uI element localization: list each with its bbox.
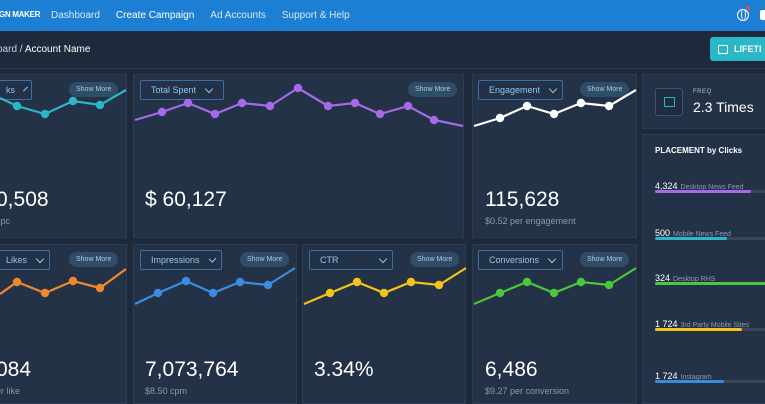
metric-value: $ 60,127 (145, 188, 227, 211)
metric-dropdown[interactable]: Impressions (140, 250, 222, 270)
metric-dropdown[interactable]: Conversions (478, 250, 563, 270)
breadcrumb: oard / Account Name (0, 44, 90, 55)
main-nav: Dashboard Create Campaign Ad Accounts Su… (51, 0, 350, 31)
metric-dropdown[interactable]: CTR (309, 250, 393, 270)
nav-ad-accounts[interactable]: Ad Accounts (210, 10, 266, 21)
top-nav-bar: IGN MAKER Dashboard Create Campaign Ad A… (0, 0, 765, 31)
metric-value: 115,628 (485, 188, 560, 211)
placement-label: Mobile News Feed (673, 231, 731, 238)
breadcrumb-current: Account Name (24, 44, 91, 55)
metric-value: 6,486 (485, 358, 538, 381)
metric-subtext: cpc (0, 216, 11, 226)
nav-dashboard[interactable]: Dashboard (51, 10, 100, 21)
show-more-button[interactable]: Show More (410, 252, 460, 267)
placement-row: 4,324 Desktop News Feed (655, 176, 765, 194)
placement-count: 500 (655, 228, 671, 238)
placement-bar-track (655, 237, 765, 240)
freq-panel: FREQ 2.3 Times (642, 74, 765, 129)
card-impressions: Impressions Show More 7,073,764 $8.50 cp… (133, 244, 297, 404)
app-logo[interactable]: IGN MAKER (0, 10, 41, 19)
calendar-icon (664, 97, 675, 107)
metric-subtext: $0.52 per engagement (485, 216, 576, 226)
metric-dropdown[interactable]: Likes (0, 250, 50, 270)
placement-row: 1 724 Instagram (655, 366, 765, 384)
freq-icon-box (655, 88, 683, 116)
placement-row: 324 Desktop RHS (655, 268, 765, 286)
freq-label: FREQ (693, 89, 712, 95)
placement-count: 1 724 (655, 371, 678, 381)
placement-count: 4,324 (655, 181, 678, 191)
card-engagement: Engagement Show More 115,628 $0.52 per e… (472, 74, 637, 238)
metric-value: 3.34% (314, 358, 374, 381)
placement-count: 1 724 (655, 319, 678, 329)
date-range-button[interactable]: LIFETI (710, 37, 765, 61)
placement-label: 3rd Party Mobile Sites (680, 322, 750, 329)
placement-panel: PLACEMENT by Clicks 4,324 Desktop News Fe… (642, 134, 765, 404)
nav-support-help[interactable]: Support & Help (281, 10, 350, 21)
placement-bar-fill (655, 328, 743, 331)
notification-dot-icon (746, 6, 750, 10)
nav-create-campaign[interactable]: Create Campaign (115, 10, 195, 21)
placement-bar-fill (655, 237, 727, 240)
metric-subtext: $8.50 cpm (145, 386, 188, 396)
card-likes: Likes Show More 084 er like (0, 244, 127, 404)
placement-label: Desktop News Feed (680, 184, 744, 191)
card-clicks: ks Show More 0,508 cpc (0, 74, 127, 238)
show-more-button[interactable]: Show More (69, 252, 119, 267)
placement-bar-track (655, 282, 765, 285)
metric-value: 084 (0, 358, 32, 381)
metric-value: 7,073,764 (145, 358, 239, 381)
calendar-icon (718, 44, 728, 54)
settings-icon[interactable] (760, 10, 765, 20)
metric-value: 0,508 (0, 188, 49, 211)
show-more-button[interactable]: Show More (580, 82, 630, 97)
show-more-button[interactable]: Show More (580, 252, 630, 267)
metric-subtext: $9.27 per conversion (485, 386, 570, 396)
placement-bar-fill (655, 190, 752, 193)
placement-bar-track (655, 190, 765, 193)
metric-subtext: er like (0, 386, 21, 396)
breadcrumb-parent[interactable]: oard / (0, 44, 23, 55)
placement-row: 1 724 3rd Party Mobile Sites (655, 314, 765, 332)
placement-bar-fill (655, 282, 765, 285)
show-more-button[interactable]: Show More (69, 82, 119, 97)
placement-count: 324 (655, 273, 671, 283)
date-range-label: LIFETI (734, 44, 762, 54)
placement-title: PLACEMENT by Clicks (655, 146, 743, 155)
placement-row: 500 Mobile News Feed (655, 223, 765, 241)
metric-dropdown[interactable]: Engagement (478, 80, 563, 100)
card-total-spent: Total Spent Show More $ 60,127 (133, 74, 464, 238)
freq-value: 2.3 Times (693, 99, 754, 115)
globe-icon[interactable] (737, 9, 749, 21)
placement-label: Instagram (680, 374, 712, 381)
placement-bar-fill (655, 380, 724, 383)
placement-bar-track (655, 328, 765, 331)
metric-dropdown[interactable]: Total Spent (140, 80, 224, 100)
placement-bar-track (655, 380, 765, 383)
placement-label: Desktop RHS (673, 276, 716, 283)
breadcrumb-bar: oard / Account Name (0, 31, 765, 69)
card-conversions: Conversions Show More 6,486 $9.27 per co… (472, 244, 637, 404)
card-ctr: CTR Show More 3.34% (302, 244, 466, 404)
show-more-button[interactable]: Show More (408, 82, 458, 97)
show-more-button[interactable]: Show More (240, 252, 290, 267)
metric-dropdown[interactable]: ks (0, 80, 32, 100)
